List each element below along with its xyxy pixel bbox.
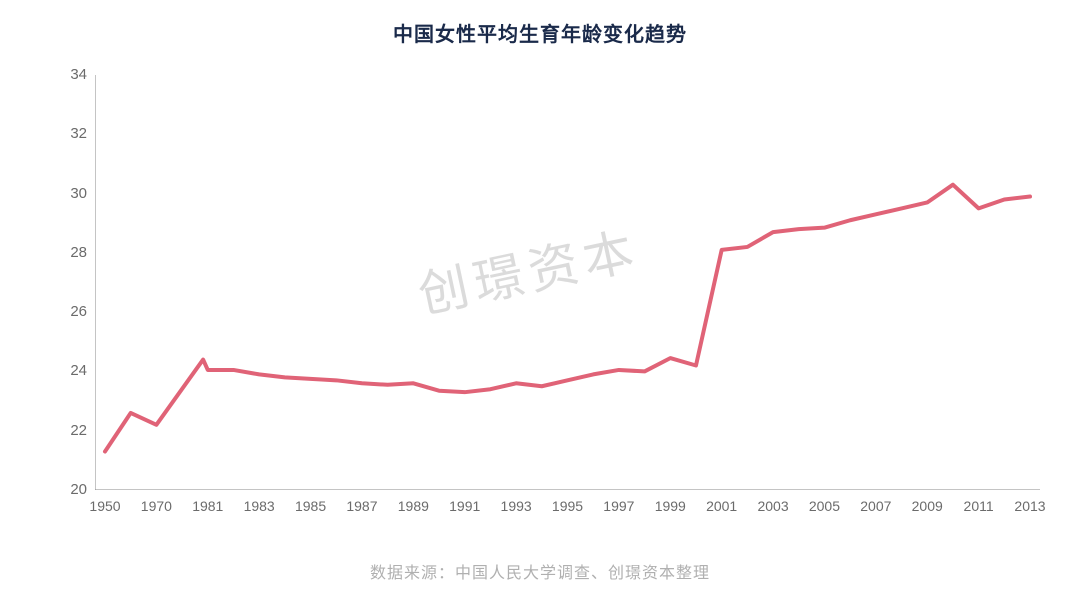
x-tick-label: 1997 <box>603 498 634 514</box>
x-tick-label: 2005 <box>809 498 840 514</box>
x-tick-label: 2001 <box>706 498 737 514</box>
x-tick-label: 1985 <box>295 498 326 514</box>
x-tick-label: 1993 <box>501 498 532 514</box>
x-tick-label: 1999 <box>655 498 686 514</box>
x-tick-label: 1970 <box>141 498 172 514</box>
x-tick-label: 2003 <box>757 498 788 514</box>
data-line <box>105 185 1030 452</box>
y-tick-label: 28 <box>59 244 87 261</box>
x-tick-label: 1991 <box>449 498 480 514</box>
plot-svg <box>95 75 1040 490</box>
x-tick-label: 1987 <box>346 498 377 514</box>
y-tick-label: 32 <box>59 125 87 142</box>
x-tick-label: 1981 <box>192 498 223 514</box>
chart-area: 创璟资本 20222426283032341950197019811983198… <box>30 60 1050 530</box>
x-tick-label: 2011 <box>964 498 994 514</box>
x-tick-label: 2013 <box>1014 498 1045 514</box>
chart-title: 中国女性平均生育年龄变化趋势 <box>0 18 1080 47</box>
chart-source: 数据来源：中国人民大学调查、创璟资本整理 <box>0 559 1080 583</box>
x-tick-label: 1950 <box>89 498 120 514</box>
y-tick-label: 24 <box>59 362 87 379</box>
y-tick-label: 22 <box>59 422 87 439</box>
y-tick-label: 26 <box>59 303 87 320</box>
y-tick-label: 20 <box>59 481 87 498</box>
x-tick-label: 2009 <box>912 498 943 514</box>
x-tick-label: 2007 <box>860 498 891 514</box>
x-tick-label: 1989 <box>398 498 429 514</box>
y-tick-label: 34 <box>59 66 87 83</box>
y-tick-label: 30 <box>59 185 87 202</box>
x-tick-label: 1983 <box>244 498 275 514</box>
chart-container: 中国女性平均生育年龄变化趋势 创璟资本 20222426283032341950… <box>0 0 1080 605</box>
x-tick-label: 1995 <box>552 498 583 514</box>
